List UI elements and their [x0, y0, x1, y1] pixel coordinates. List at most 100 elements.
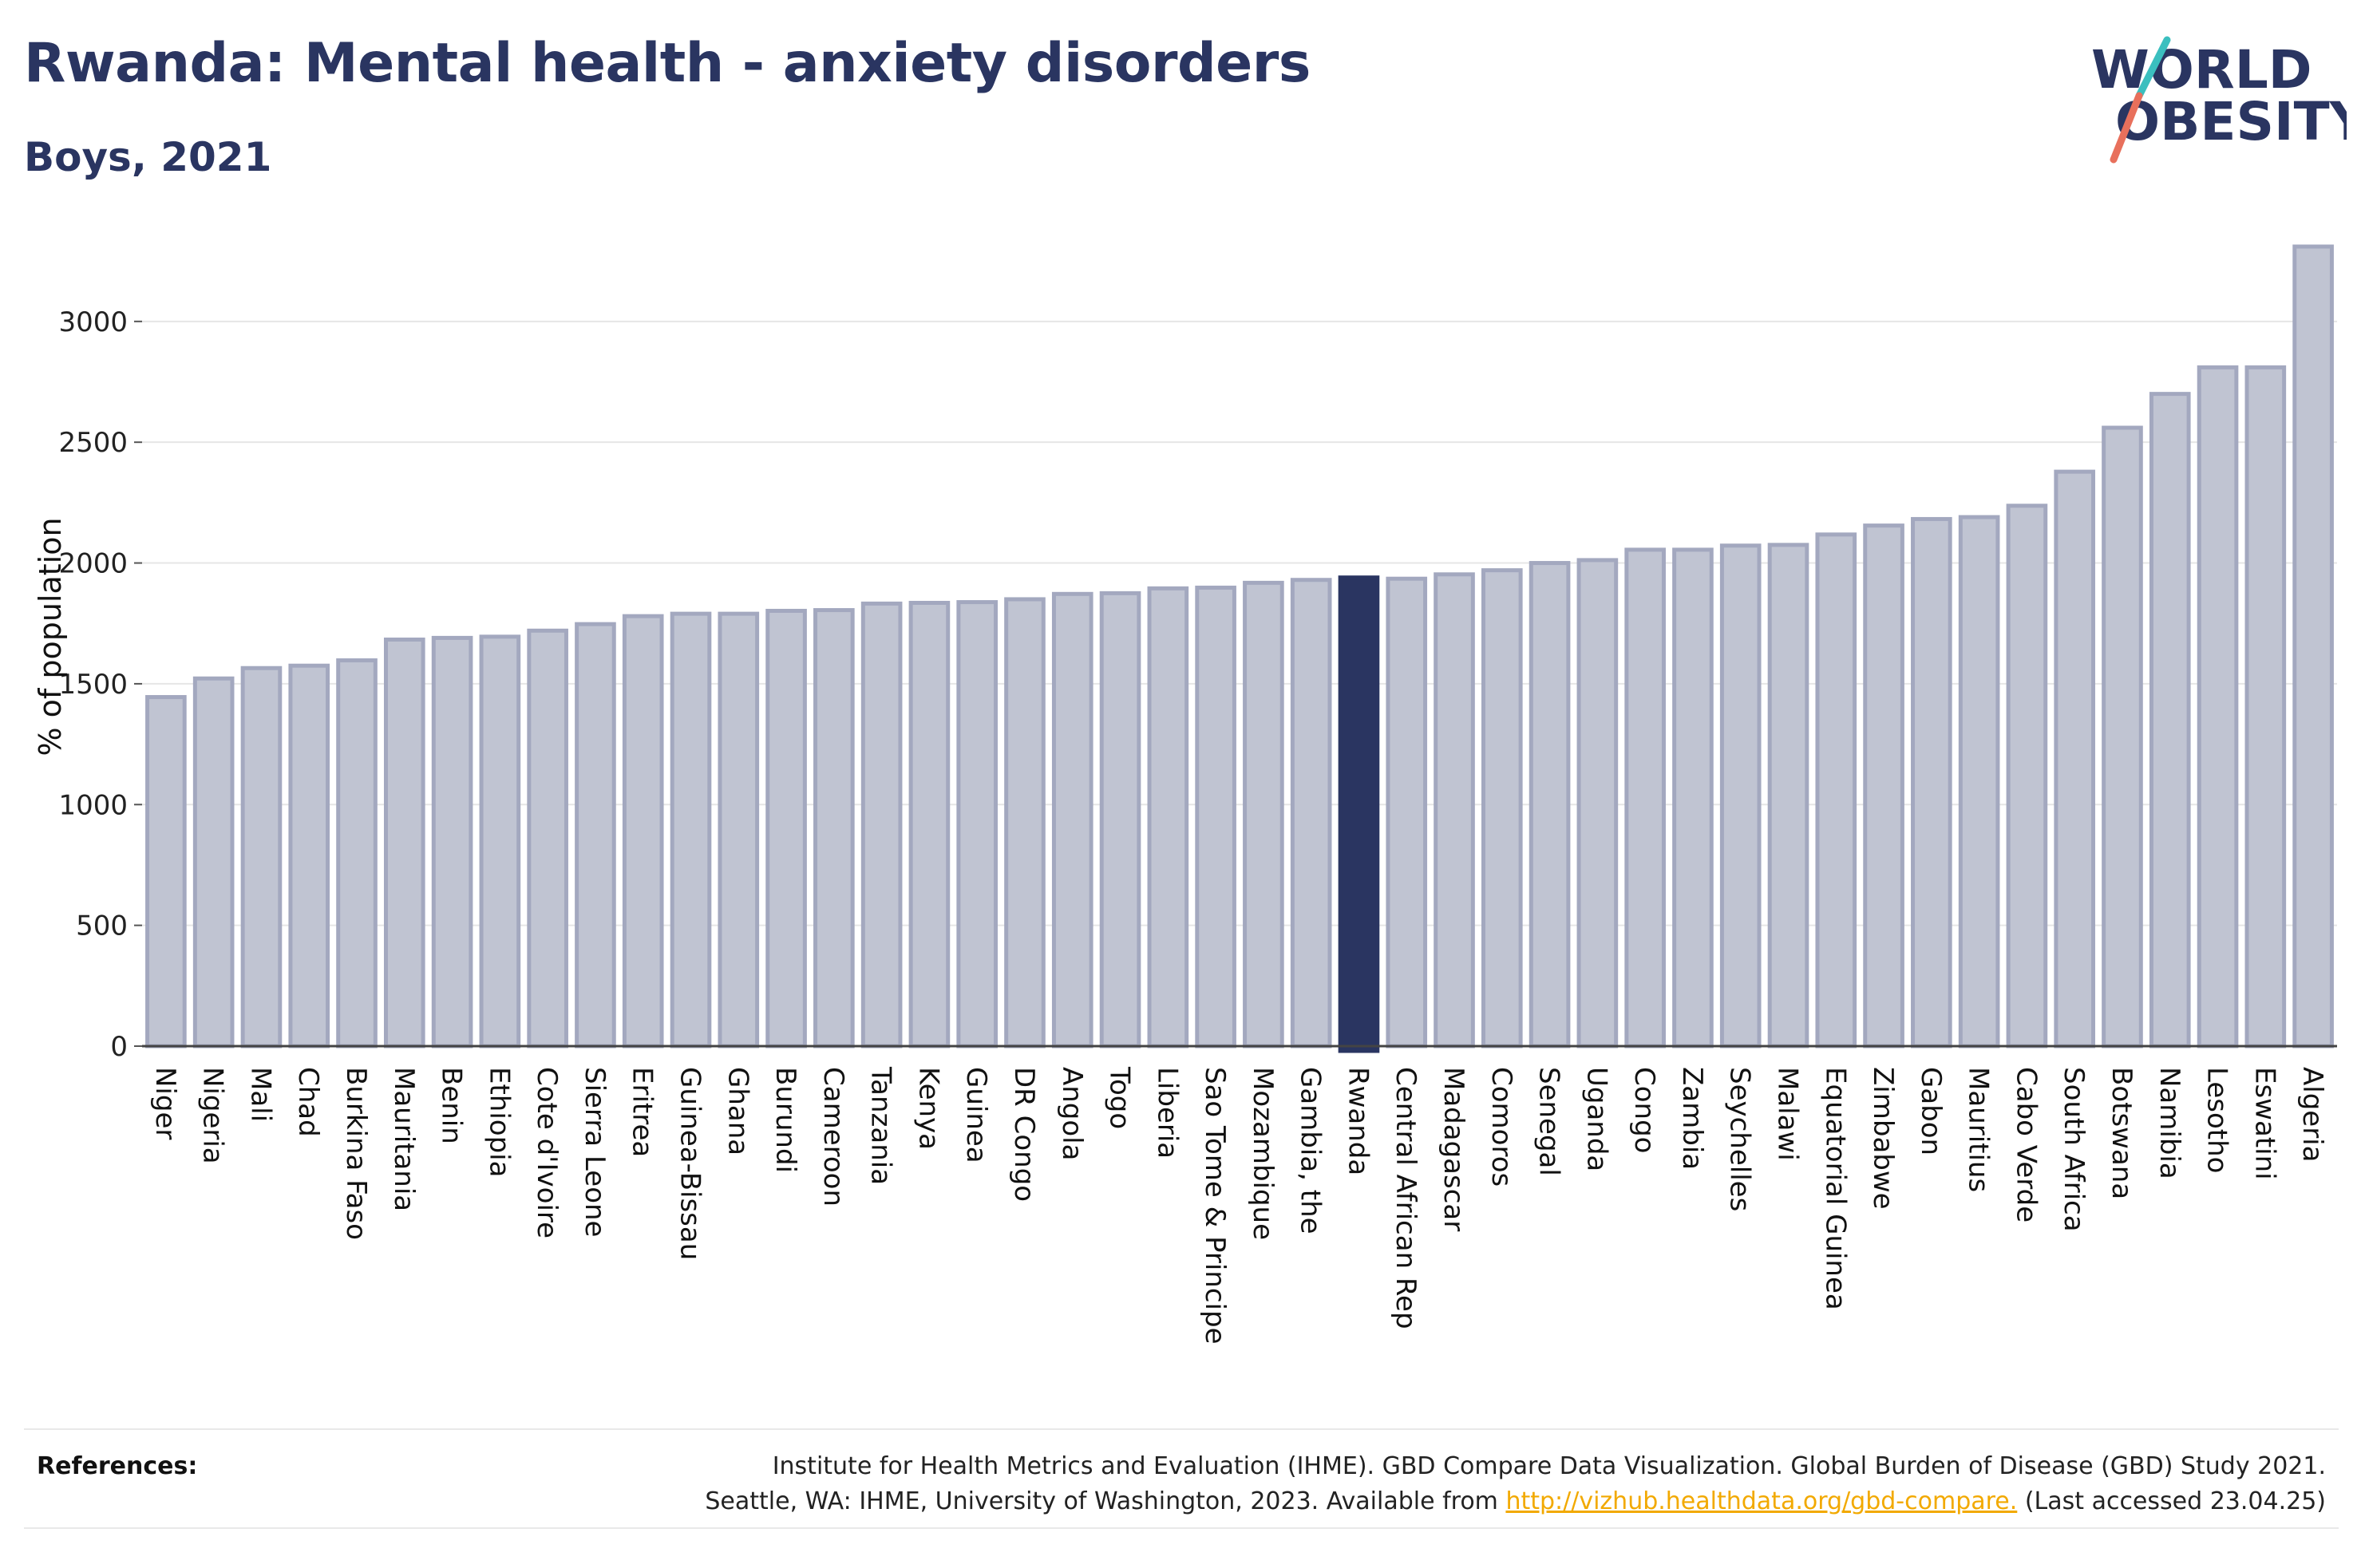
x-tick-label: Chad [292, 1067, 324, 1137]
x-tick-label: Ethiopia [483, 1067, 515, 1177]
references-line2: Seattle, WA: IHME, University of Washing… [705, 1484, 2326, 1519]
logo-teal-slash-icon [2135, 36, 2171, 100]
world-obesity-logo: WORLD OBESITY [2091, 36, 2347, 164]
y-tick-label: 1000 [58, 789, 128, 821]
page-subtitle: Boys, 2021 [24, 134, 272, 180]
bar-burkina-faso [336, 658, 378, 1049]
x-tick-label: Eritrea [627, 1067, 658, 1157]
x-tick-label: DR Congo [1008, 1067, 1040, 1202]
bar-cameroon [813, 608, 855, 1049]
bar-kenya [908, 600, 951, 1049]
bar-guinea [956, 600, 999, 1049]
x-tick-label: Gambia, the [1295, 1067, 1327, 1234]
bar-ghana [718, 611, 760, 1049]
bar-mozambique [1243, 580, 1284, 1049]
y-axis-label: % of population [33, 517, 68, 756]
bar-gambia-the [1290, 578, 1332, 1049]
x-tick-label: Congo [1628, 1067, 1660, 1153]
x-tick-label: Namibia [2153, 1067, 2185, 1179]
x-tick-label: Malawi [1772, 1067, 1804, 1161]
bar-zimbabwe [1863, 523, 1904, 1049]
bars [145, 244, 2334, 1053]
x-tick-label: Seychelles [1724, 1067, 1756, 1211]
y-tick-label: 2000 [58, 548, 128, 580]
logo-coral-slash-icon [2110, 92, 2143, 164]
x-tick-label: Cote d'Ivoire [531, 1067, 563, 1238]
x-tick-label: Guinea-Bissau [674, 1067, 706, 1260]
bar-dr-congo [1004, 597, 1046, 1049]
x-tick-label: Zambia [1676, 1067, 1708, 1170]
bar-madagascar [1434, 572, 1475, 1049]
bar-chart: 0 500 1000 1500 2000 2500 3000 Niger Nigeria Mal… [33, 244, 2337, 1345]
bar-guinea-bissau [670, 611, 712, 1049]
references-link[interactable]: http://vizhub.healthdata.org/gbd-compare… [1505, 1487, 2018, 1515]
bar-sierra-leone [575, 622, 616, 1049]
bar-senegal [1529, 561, 1571, 1049]
y-tick-label: 0 [110, 1031, 128, 1063]
x-tick-label: Cabo Verde [2010, 1067, 2042, 1222]
x-tick-label: Mozambique [1247, 1067, 1279, 1240]
bar-mali [240, 666, 283, 1049]
bar-liberia [1147, 586, 1189, 1049]
x-tick-label: Ghana [722, 1067, 753, 1155]
x-tick-label: Zimbabwe [1867, 1067, 1899, 1210]
x-tick-label: Botswana [2106, 1067, 2138, 1199]
bar-congo [1624, 547, 1666, 1049]
bar-seychelles [1719, 543, 1762, 1049]
bar-rwanda [1338, 575, 1380, 1053]
x-tick-label: Uganda [1580, 1067, 1612, 1171]
bar-togo [1099, 590, 1141, 1049]
x-tick-label: Tanzania [865, 1066, 897, 1185]
references-line2-start: Seattle, WA: IHME, University of Washing… [705, 1487, 1506, 1515]
y-tick-label: 1500 [58, 669, 128, 701]
x-tick-label: Lesotho [2201, 1067, 2233, 1173]
x-tick-label: Benin [436, 1067, 468, 1144]
bar-sao-tome-principe [1195, 585, 1236, 1049]
x-tick-label: Cameroon [817, 1067, 849, 1207]
x-tick-label: Burkina Faso [340, 1067, 372, 1240]
bar-gabon [1911, 516, 1952, 1049]
bar-south-africa [2054, 469, 2096, 1049]
bar-namibia [2149, 392, 2191, 1049]
x-tick-label: Liberia [1151, 1067, 1183, 1159]
x-tick-label: Rwanda [1342, 1067, 1374, 1175]
x-tick-label: Nigeria [197, 1067, 229, 1164]
x-tick-label: Guinea [960, 1067, 992, 1163]
references-line2-end: (Last accessed 23.04.25) [2017, 1487, 2326, 1515]
bar-eswatini [2244, 365, 2287, 1049]
bar-central-african-rep [1386, 576, 1428, 1049]
x-tick-label: Mali [244, 1067, 276, 1122]
references-line1: Institute for Health Metrics and Evaluat… [772, 1452, 2326, 1480]
x-tick-label: Burundi [769, 1067, 801, 1173]
bar-botswana [2102, 425, 2143, 1049]
x-tick-label: Madagascar [1438, 1067, 1469, 1231]
bar-benin [431, 635, 473, 1049]
bar-cote-d-ivoire [527, 628, 568, 1049]
bar-niger [145, 695, 187, 1049]
bar-cabo-verde [2006, 504, 2048, 1049]
y-tick-label: 3000 [58, 306, 128, 338]
references-panel: References: Institute for Health Metrics… [24, 1428, 2339, 1529]
x-tick-label: Central African Rep [1390, 1067, 1422, 1329]
bar-mauritania [383, 638, 425, 1049]
bar-chad [288, 663, 330, 1049]
bar-equatorial-guinea [1815, 532, 1857, 1049]
x-tick-label: Angola [1056, 1067, 1088, 1160]
bar-mauritius [1958, 515, 2000, 1049]
x-tick-label: Comoros [1485, 1067, 1517, 1187]
y-tick-label: 500 [76, 910, 128, 942]
x-tick-label: Sierra Leone [579, 1067, 611, 1237]
y-axis-ticks: 0 500 1000 1500 2000 2500 3000 [58, 306, 142, 1063]
references-label: References: [37, 1452, 198, 1480]
bar-eritrea [622, 614, 664, 1049]
logo-line2: OBESITY [2115, 91, 2347, 152]
x-tick-label: Gabon [1915, 1067, 1947, 1155]
logo-line1: WORLD [2091, 39, 2312, 101]
x-tick-label: Niger [149, 1067, 181, 1139]
x-tick-label: Algeria [2296, 1067, 2328, 1162]
bar-comoros [1481, 568, 1523, 1049]
bar-ethiopia [479, 634, 521, 1049]
bar-burundi [765, 608, 807, 1049]
bar-angola [1051, 591, 1093, 1049]
bar-tanzania [860, 601, 903, 1049]
